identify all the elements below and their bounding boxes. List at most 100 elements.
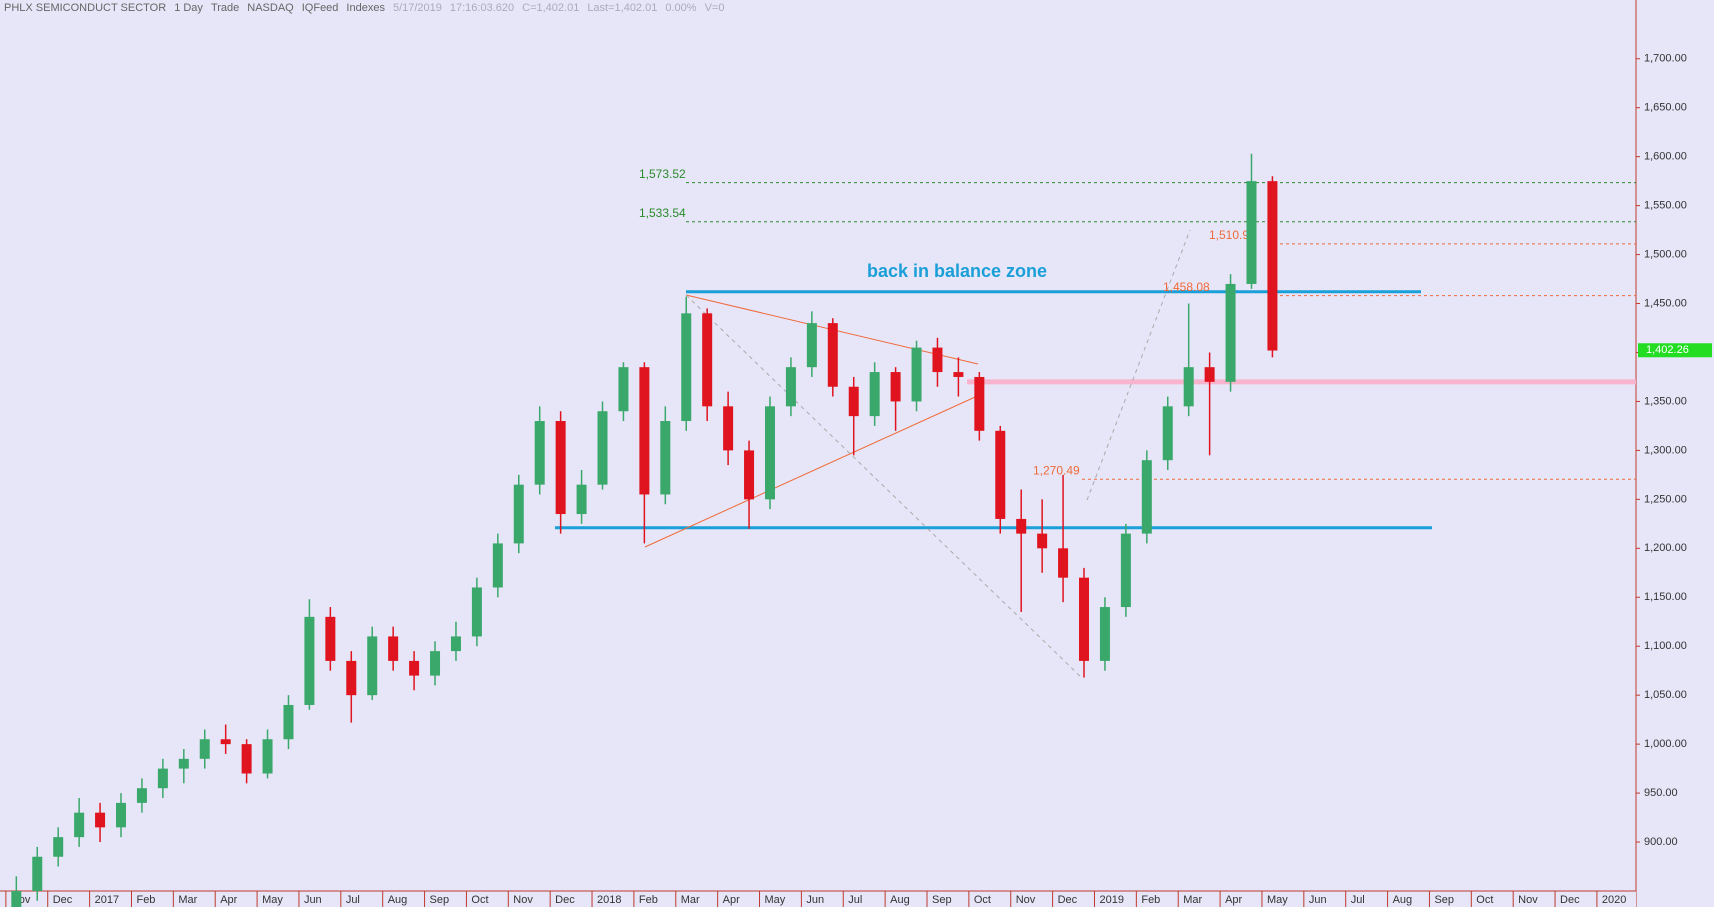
x-tick-label: Mar (1183, 894, 1202, 906)
y-tick-label: 950.00 (1644, 787, 1678, 799)
candle-body (1141, 460, 1152, 534)
header-item: C=1,402.01 (522, 2, 580, 14)
x-tick-label: Jul (346, 894, 360, 906)
y-tick-label: 900.00 (1644, 836, 1678, 848)
x-tick-label: Oct (1476, 894, 1493, 906)
trend-line (644, 392, 985, 548)
x-tick-label: Dec (1560, 894, 1580, 906)
x-tick-label: Jul (1351, 894, 1365, 906)
x-tick-label: Jul (848, 894, 862, 906)
candle-body (1183, 367, 1194, 407)
x-tick-label: Sep (430, 894, 450, 906)
candle-body (11, 891, 22, 907)
candle-body (723, 406, 734, 451)
x-tick-label: 2020 (1602, 894, 1626, 906)
candle-body (1120, 533, 1131, 608)
candle-body (492, 543, 503, 588)
candle-body (974, 376, 985, 431)
y-tick-label: 1,050.00 (1644, 689, 1687, 701)
x-tick-label: Aug (388, 894, 408, 906)
level-label: 1,533.54 (639, 206, 686, 220)
header-item: Indexes (346, 2, 385, 14)
trend-line (685, 294, 1083, 679)
candle-body (555, 421, 566, 515)
candle-body (325, 616, 336, 661)
candle-body (116, 802, 127, 828)
x-tick-label: Nov (1518, 894, 1538, 906)
last-price-label: 1,402.26 (1646, 344, 1689, 356)
candle-body (199, 739, 210, 759)
x-tick-label: Mar (178, 894, 197, 906)
x-tick-label: Feb (639, 894, 658, 906)
candle-body (806, 323, 817, 368)
candle-body (1058, 548, 1069, 578)
header-item: 0.00% (665, 2, 697, 14)
y-tick-label: 1,250.00 (1644, 493, 1687, 505)
candle-body (74, 812, 85, 838)
candle-body (513, 484, 524, 544)
x-tick-label: Jun (304, 894, 322, 906)
candle-body (744, 450, 755, 500)
candle-body (995, 430, 1006, 519)
y-tick-label: 1,700.00 (1644, 53, 1687, 65)
header-item: Last=1,402.01 (587, 2, 658, 14)
y-tick-label: 1,600.00 (1644, 151, 1687, 163)
x-tick-label: Jun (1309, 894, 1327, 906)
candle-body (534, 421, 545, 485)
x-tick-label: Nov (1016, 894, 1036, 906)
candle-body (367, 636, 378, 696)
candle-body (660, 421, 671, 495)
x-tick-label: Apr (723, 894, 740, 906)
candle-body (953, 372, 964, 377)
header-item: NASDAQ (247, 2, 294, 14)
candle-body (220, 739, 231, 745)
candle-body (911, 347, 922, 402)
x-tick-label: 2017 (95, 894, 119, 906)
x-tick-label: Feb (1141, 894, 1160, 906)
candle-body (1079, 577, 1090, 661)
x-tick-label: Aug (1393, 894, 1413, 906)
candle-body (639, 367, 650, 495)
x-tick-label: Dec (53, 894, 73, 906)
candle-body (890, 372, 901, 402)
candle-body (1162, 406, 1173, 461)
candle-body (53, 837, 64, 857)
candle-body (597, 411, 608, 485)
y-tick-label: 1,000.00 (1644, 738, 1687, 750)
candle-body (388, 636, 399, 661)
candle-body (702, 313, 713, 407)
candle-body (1225, 283, 1236, 382)
x-tick-label: Apr (1225, 894, 1242, 906)
candle-body (95, 812, 106, 828)
header-item: 17:16:03.620 (449, 2, 515, 14)
x-tick-label: Dec (555, 894, 575, 906)
candle-body (241, 744, 252, 774)
candle-body (450, 636, 461, 652)
x-tick-label: May (262, 894, 283, 906)
y-tick-label: 1,300.00 (1644, 444, 1687, 456)
x-axis-band (0, 891, 1636, 907)
y-tick-label: 1,100.00 (1644, 640, 1687, 652)
header-item: IQFeed (301, 2, 339, 14)
level-label: 1,270.49 (1033, 463, 1080, 477)
candle-body (932, 347, 943, 373)
x-tick-label: Jun (806, 894, 824, 906)
candle-body (346, 660, 357, 696)
candle-body (576, 484, 587, 515)
x-tick-label: Oct (471, 894, 488, 906)
candle-body (471, 587, 482, 637)
header: PHLX SEMICONDUCT SECTOR 1 Day Trade NASDAQ I… (4, 2, 724, 14)
candle-body (304, 616, 315, 705)
y-tick-label: 1,650.00 (1644, 102, 1687, 114)
header-item: 1 Day (174, 2, 203, 14)
candle-body (869, 372, 880, 417)
x-tick-label: Oct (974, 894, 991, 906)
candle-body (1267, 181, 1278, 351)
y-tick-label: 1,350.00 (1644, 395, 1687, 407)
candle-body (1204, 367, 1215, 382)
trend-line (1086, 229, 1191, 501)
y-tick-label: 1,550.00 (1644, 200, 1687, 212)
candle-body (32, 856, 43, 891)
